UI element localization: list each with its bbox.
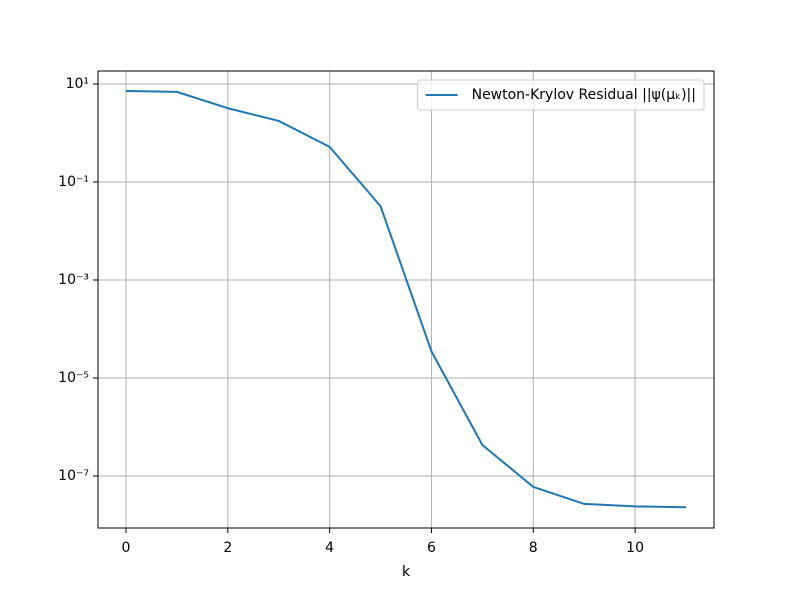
x-tick-label: 0	[122, 540, 131, 556]
x-tick-label: 4	[325, 540, 334, 556]
x-tick-label: 6	[427, 540, 436, 556]
y-tick-label: 10⁻⁷	[58, 468, 89, 484]
x-axis-label: k	[402, 564, 411, 580]
y-tick-label: 10⁻³	[58, 272, 89, 288]
legend-box	[417, 79, 705, 111]
y-tick-label: 10⁻⁵	[58, 370, 89, 386]
line	[125, 89, 687, 509]
plot-frame	[97, 70, 715, 529]
legend-label: Newton-Krylov Residual ||ψ(μₖ)||	[472, 87, 696, 103]
y-tick-label: 10⁻¹	[58, 174, 89, 190]
x-tick-label: 10	[626, 540, 644, 556]
y-tick-label: 10¹	[66, 76, 89, 92]
x-tick-label: 8	[529, 540, 538, 556]
x-tick-label: 2	[223, 540, 232, 556]
